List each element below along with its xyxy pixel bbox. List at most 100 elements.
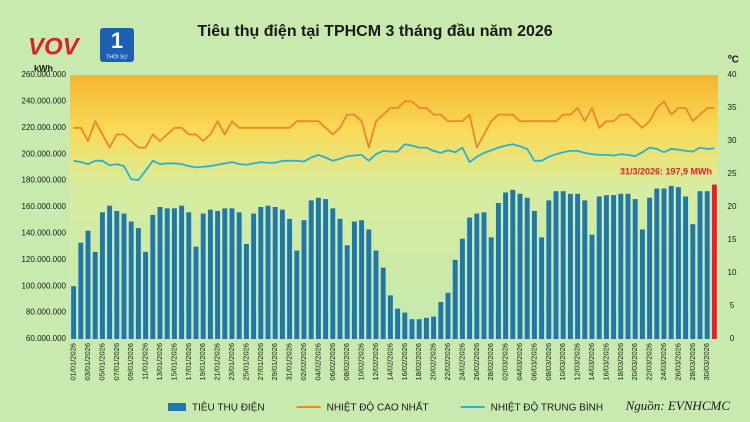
y-tick-label: 100.000.000 <box>22 281 67 290</box>
bar <box>171 208 177 339</box>
x-tick-label: 06/02/2026 <box>328 343 337 381</box>
bar <box>71 286 77 339</box>
logo-box <box>100 28 134 62</box>
bar <box>186 212 192 339</box>
bar <box>236 212 242 339</box>
logo-brand: VOV <box>28 33 81 60</box>
bar <box>373 250 379 339</box>
source: Nguồn: EVNHCMC <box>625 398 731 413</box>
x-tick-label: 18/03/2026 <box>616 343 625 381</box>
bar <box>179 205 185 339</box>
bar <box>438 302 444 339</box>
x-tick-label: 01/01/2026 <box>69 343 78 381</box>
y2-tick-label: 40 <box>728 70 737 79</box>
x-tick-label: 25/01/2026 <box>241 343 250 381</box>
bar <box>351 221 357 339</box>
bar <box>215 210 221 339</box>
bar <box>632 199 638 339</box>
bar <box>279 209 285 339</box>
annotation: 31/3/2026: 197,9 MWh <box>620 166 712 176</box>
bar <box>611 195 617 339</box>
bar <box>474 213 480 339</box>
bar <box>517 193 523 339</box>
bar <box>647 197 653 339</box>
x-tick-label: 22/02/2026 <box>443 343 452 381</box>
bar <box>200 213 206 339</box>
x-tick-label: 16/03/2026 <box>601 343 610 381</box>
bar <box>143 251 149 339</box>
y-tick-label: 60.000.000 <box>26 334 67 343</box>
bar <box>503 192 509 339</box>
x-tick-label: 19/01/2026 <box>198 343 207 381</box>
bar <box>409 319 415 339</box>
bar <box>431 316 437 339</box>
bar <box>135 228 141 339</box>
x-tick-label: 02/02/2026 <box>299 343 308 381</box>
x-tick-label: 09/01/2026 <box>126 343 135 381</box>
bar <box>344 245 350 339</box>
x-tick-label: 24/02/2026 <box>457 343 466 381</box>
bar <box>531 210 537 339</box>
x-tick-label: 26/03/2026 <box>673 343 682 381</box>
line <box>73 143 715 181</box>
x-tick-label: 22/03/2026 <box>645 343 654 381</box>
bar <box>330 208 336 339</box>
bar <box>539 237 545 339</box>
x-tick-label: 08/02/2026 <box>342 343 351 381</box>
bar <box>114 210 120 339</box>
x-tick-label: 03/01/2026 <box>83 343 92 381</box>
y-tick-label: 200.000.000 <box>22 149 67 158</box>
x-tick-label: 14/02/2026 <box>385 343 394 381</box>
x-tick-label: 14/03/2026 <box>587 343 596 381</box>
bar <box>323 199 329 339</box>
bar <box>157 207 163 339</box>
x-tick-label: 10/03/2026 <box>558 343 567 381</box>
bar <box>524 197 530 339</box>
bar <box>683 196 689 339</box>
y-tick-label: 160.000.000 <box>22 202 67 211</box>
y2-tick-label: 10 <box>728 268 737 277</box>
x-tick-label: 18/02/2026 <box>414 343 423 381</box>
bar <box>596 196 602 339</box>
y-tick-label: 140.000.000 <box>22 229 67 238</box>
bar <box>207 209 213 339</box>
bar <box>128 221 134 339</box>
bar <box>251 213 257 339</box>
bar <box>229 208 235 339</box>
bar <box>488 237 494 339</box>
bar <box>92 251 98 339</box>
y2-axis-label: ºC <box>728 55 739 66</box>
x-tick-label: 13/01/2026 <box>155 343 164 381</box>
legend-label: NHIỆT ĐỘ TRUNG BÌNH <box>491 401 603 414</box>
logo-channel: 1 <box>111 28 123 53</box>
bar <box>416 319 422 339</box>
bar <box>603 195 609 339</box>
logo: VOV 1 THỜI SỰ <box>28 28 134 62</box>
legend-swatch <box>168 403 186 411</box>
x-tick-label: 02/03/2026 <box>501 343 510 381</box>
bar <box>452 259 458 339</box>
x-tick-label: 05/01/2026 <box>97 343 106 381</box>
bar <box>287 218 293 339</box>
bar <box>546 200 552 339</box>
bar <box>675 187 681 339</box>
bar <box>668 185 674 339</box>
y2-tick-label: 25 <box>728 169 737 178</box>
bar <box>222 208 228 339</box>
bar <box>301 220 307 339</box>
x-tick-label: 24/03/2026 <box>659 343 668 381</box>
x-tick-label: 31/01/2026 <box>285 343 294 381</box>
x-tick-label: 17/01/2026 <box>184 343 193 381</box>
bar <box>553 191 559 339</box>
bar <box>193 246 199 339</box>
x-tick-label: 04/02/2026 <box>313 343 322 381</box>
x-tick-label: 16/02/2026 <box>400 343 409 381</box>
bar <box>150 214 156 339</box>
x-tick-label: 07/01/2026 <box>112 343 121 381</box>
bar <box>423 317 429 339</box>
bar <box>582 200 588 339</box>
legend-label: NHIỆT ĐỘ CAO NHẤT <box>327 401 429 414</box>
bar <box>387 295 393 339</box>
